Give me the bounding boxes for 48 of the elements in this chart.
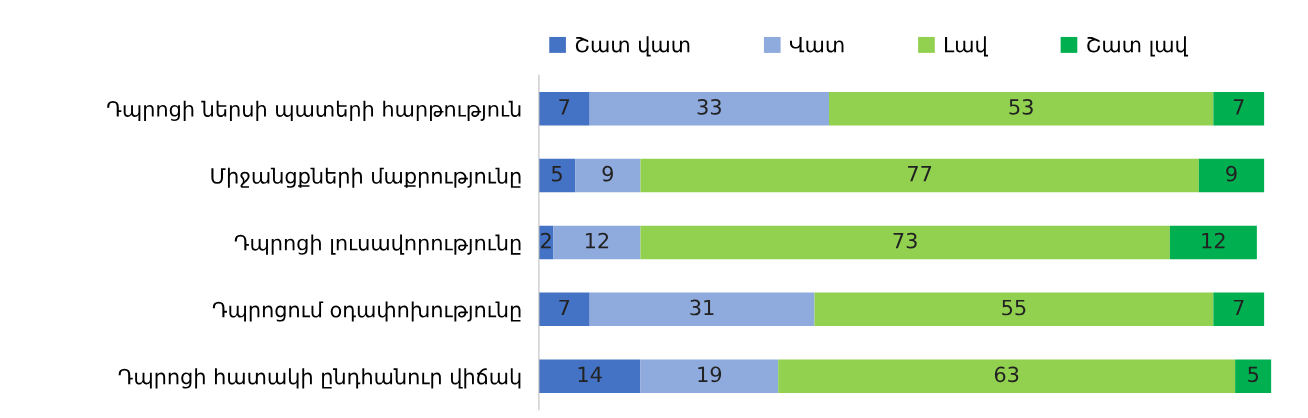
bar bbox=[640, 158, 1199, 193]
bar bbox=[1198, 158, 1265, 193]
data-label: 7 bbox=[1233, 99, 1244, 115]
y-tick-label: Դպրոցում օդափոխությունը bbox=[212, 301, 521, 322]
bar bbox=[1213, 292, 1265, 327]
data-label: 12 bbox=[1202, 232, 1225, 249]
data-label: 9 bbox=[602, 165, 613, 182]
legend-label: Լավ bbox=[945, 36, 988, 57]
data-label: 77 bbox=[908, 166, 932, 182]
bar bbox=[1169, 225, 1257, 260]
bar bbox=[538, 158, 576, 193]
data-label: 7 bbox=[559, 299, 570, 316]
data-label: 7 bbox=[1233, 299, 1244, 316]
y-tick-label: Դպրոցի լուսավորությունը bbox=[234, 234, 521, 255]
bar bbox=[538, 91, 590, 126]
data-label: 5 bbox=[552, 166, 562, 182]
bar bbox=[640, 359, 779, 393]
legend-label: Վատ bbox=[789, 36, 844, 53]
data-label: 73 bbox=[893, 232, 917, 249]
y-tick-label: Դպրոցի ներսի պատերի հարթություն bbox=[107, 100, 521, 121]
bar bbox=[814, 292, 1214, 327]
bar bbox=[589, 91, 829, 126]
bar bbox=[828, 91, 1214, 126]
data-label: 55 bbox=[1002, 299, 1026, 316]
bar bbox=[778, 359, 1236, 393]
data-label: 9 bbox=[1226, 165, 1237, 182]
data-label: 7 bbox=[559, 99, 570, 115]
data-label: 31 bbox=[690, 299, 714, 316]
data-label: 53 bbox=[1009, 98, 1033, 115]
bar bbox=[538, 292, 590, 327]
data-label: 14 bbox=[578, 366, 602, 382]
data-label: 33 bbox=[697, 98, 721, 115]
data-label: 5 bbox=[1248, 366, 1259, 383]
y-tick-label: Դպրոցի հատակի ընդհանուր վիճակ bbox=[118, 368, 521, 389]
y-tick-label: Միջանցքների մաքրությունը bbox=[211, 167, 521, 188]
data-label: 12 bbox=[585, 232, 609, 249]
bar bbox=[1235, 359, 1272, 393]
data-label: 63 bbox=[994, 366, 1019, 383]
bar bbox=[575, 158, 641, 193]
bar bbox=[553, 225, 641, 260]
bar bbox=[1213, 91, 1265, 126]
bar bbox=[589, 292, 815, 327]
legend-label: Շատ վատ bbox=[575, 36, 690, 57]
legend-label: Շատ լավ bbox=[1087, 36, 1189, 57]
data-label: 2 bbox=[541, 232, 551, 249]
bar bbox=[640, 225, 1170, 260]
data-label: 19 bbox=[698, 366, 722, 383]
bar bbox=[538, 359, 641, 393]
